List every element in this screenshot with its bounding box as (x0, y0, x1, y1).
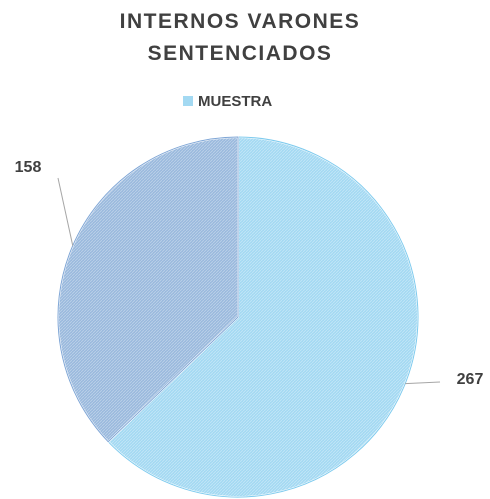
leader-line (57, 177, 74, 246)
data-label: 267 (457, 371, 484, 388)
legend-swatch (183, 96, 193, 106)
chart-title: INTERNOS VARONES SENTENCIADOS (119, 10, 361, 65)
leader-line (405, 381, 441, 385)
legend-label: MUESTRA (198, 93, 272, 110)
slice-texture (107, 136, 419, 498)
data-label: 158 (15, 159, 42, 176)
slice-texture (57, 136, 239, 443)
